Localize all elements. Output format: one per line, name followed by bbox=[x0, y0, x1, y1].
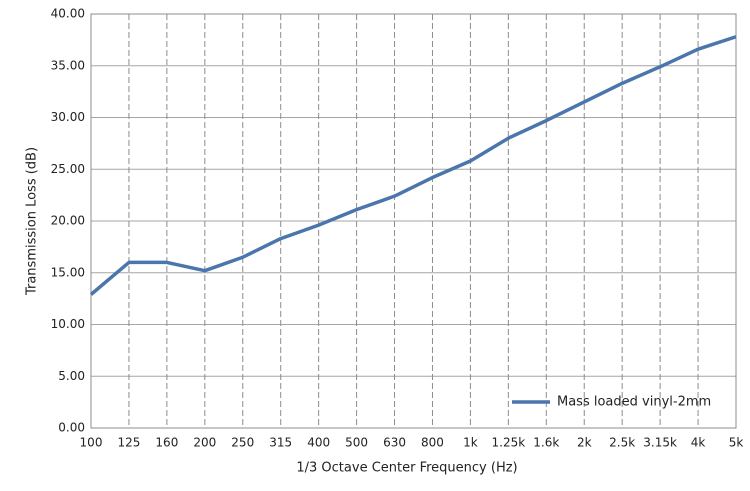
x-tick-label: 315 bbox=[269, 436, 292, 450]
x-tick-label: 125 bbox=[117, 436, 140, 450]
y-tick-label: 35.00 bbox=[51, 58, 85, 72]
x-tick-label: 3.15k bbox=[643, 436, 677, 450]
y-tick-label: 20.00 bbox=[51, 214, 85, 228]
x-tick-label: 160 bbox=[155, 436, 178, 450]
y-tick-label: 15.00 bbox=[51, 265, 85, 279]
series-line bbox=[89, 35, 737, 296]
x-tick-label: 2k bbox=[577, 436, 592, 450]
y-tick-label: 40.00 bbox=[51, 7, 85, 21]
y-tick-label: 0.00 bbox=[58, 421, 85, 435]
y-axis-label: Transmission Loss (dB) bbox=[25, 147, 40, 296]
x-tick-label: 4k bbox=[691, 436, 706, 450]
x-tick-label: 200 bbox=[193, 436, 216, 450]
x-tick-label: 2.5k bbox=[609, 436, 635, 450]
x-tick-label: 100 bbox=[80, 436, 103, 450]
x-axis-label: 1/3 Octave Center Frequency (Hz) bbox=[296, 461, 517, 476]
x-tick-label: 1.6k bbox=[533, 436, 559, 450]
legend-label: Mass loaded vinyl-2mm bbox=[557, 395, 711, 410]
x-tick-label: 250 bbox=[231, 436, 254, 450]
x-tick-label: 5k bbox=[729, 436, 744, 450]
x-tick-label: 500 bbox=[345, 436, 368, 450]
y-tick-label: 5.00 bbox=[58, 369, 85, 383]
x-tick-label: 800 bbox=[421, 436, 444, 450]
y-tick-label: 25.00 bbox=[51, 162, 85, 176]
plot-frame bbox=[90, 13, 737, 429]
x-tick-label: 1k bbox=[463, 436, 478, 450]
x-tick-label: 400 bbox=[307, 436, 330, 450]
y-tick-label: 10.00 bbox=[51, 317, 85, 331]
x-tick-label: 630 bbox=[383, 436, 406, 450]
y-tick-label: 30.00 bbox=[51, 110, 85, 124]
x-tick-label: 1.25k bbox=[492, 436, 526, 450]
